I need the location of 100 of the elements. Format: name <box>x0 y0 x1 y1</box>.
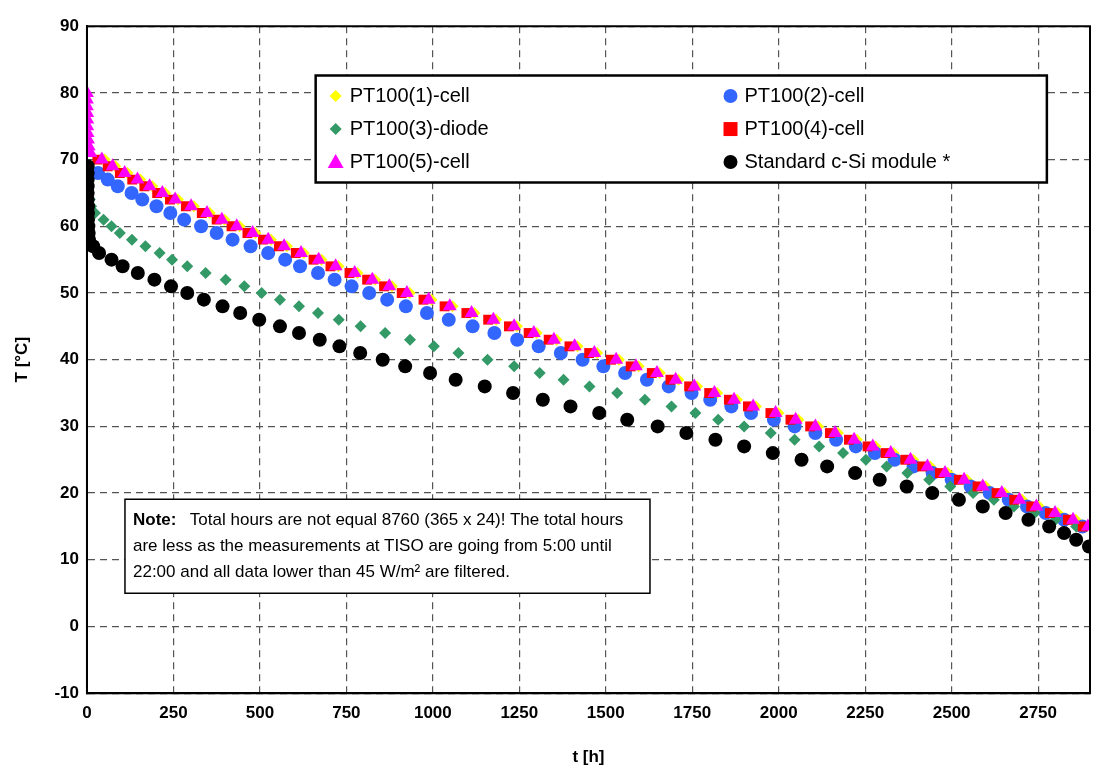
x-tick-label: 2000 <box>759 703 798 723</box>
x-tick-label: 750 <box>332 703 361 723</box>
point <box>291 326 306 341</box>
legend-label: PT100(1)-cell <box>349 83 470 106</box>
y-tick-label: 80 <box>60 82 79 102</box>
point <box>163 205 178 220</box>
x-tick-label: 1750 <box>673 703 712 723</box>
point <box>104 252 119 267</box>
point <box>592 406 607 421</box>
point <box>427 340 440 353</box>
point <box>130 265 145 280</box>
point <box>139 240 152 253</box>
point <box>620 412 635 427</box>
x-tick-label: 2500 <box>932 703 971 723</box>
point <box>1057 526 1072 541</box>
x-tick-label: 1500 <box>586 703 625 723</box>
point <box>110 179 125 194</box>
point <box>925 486 940 501</box>
point <box>379 327 392 340</box>
point <box>215 299 230 314</box>
point <box>951 492 966 507</box>
point <box>362 286 377 300</box>
y-tick-label: 90 <box>60 15 79 35</box>
point <box>209 225 224 240</box>
point <box>611 387 624 400</box>
x-tick-label: 0 <box>82 703 92 723</box>
point <box>115 259 130 274</box>
point <box>327 272 342 287</box>
point <box>97 213 110 226</box>
point <box>510 332 525 347</box>
point <box>113 226 126 239</box>
point <box>765 446 780 461</box>
point <box>199 266 212 279</box>
point <box>124 185 139 200</box>
x-axis-title: t [h] <box>572 747 605 767</box>
point <box>531 339 546 354</box>
point <box>344 279 359 294</box>
point <box>105 220 118 233</box>
point <box>477 379 492 394</box>
point <box>533 367 546 380</box>
point <box>332 313 345 326</box>
point <box>219 273 232 286</box>
point <box>419 306 434 321</box>
point <box>353 346 368 361</box>
point <box>638 393 651 406</box>
point <box>506 386 521 401</box>
x-tick-label: 2750 <box>1019 703 1058 723</box>
point <box>535 392 550 407</box>
point <box>859 453 872 466</box>
point <box>553 346 568 361</box>
point <box>557 373 570 386</box>
point <box>149 199 164 214</box>
legend-label: Standard c-Si module * <box>744 149 951 172</box>
point <box>679 426 694 441</box>
point <box>311 265 326 280</box>
point <box>423 366 438 381</box>
point <box>837 447 850 460</box>
point <box>278 252 293 267</box>
point <box>135 192 150 207</box>
point <box>194 219 209 234</box>
point <box>293 259 308 274</box>
y-tick-label: 0 <box>69 616 79 636</box>
point <box>404 333 417 346</box>
point <box>452 347 465 360</box>
y-tick-label: 40 <box>60 349 79 369</box>
point <box>708 432 723 447</box>
point <box>180 286 195 300</box>
point <box>448 372 463 387</box>
point <box>738 420 751 433</box>
legend-label: PT100(5)-cell <box>349 149 470 172</box>
point <box>147 272 162 287</box>
point <box>1069 532 1084 547</box>
annotation: Note: Total hours are not equal 8760 (365 x 24)! The total hours are less as the measurements at TISO are going from 5:00 until 22:00 and all data lower than 45 W/m² are filtered. <box>132 509 624 581</box>
point <box>272 319 287 334</box>
y-tick-label: -10 <box>54 682 79 702</box>
point <box>196 292 211 307</box>
point <box>177 212 192 227</box>
point <box>712 413 725 426</box>
point <box>665 400 678 413</box>
point <box>975 499 990 514</box>
point <box>166 253 179 266</box>
x-tick-label: 500 <box>245 703 275 723</box>
point <box>737 439 752 454</box>
point <box>100 172 115 187</box>
point <box>923 473 936 486</box>
legend-label: PT100(3)-diode <box>349 116 489 139</box>
x-tick-label: 1250 <box>500 703 539 723</box>
point <box>243 239 258 254</box>
point <box>375 352 390 367</box>
point <box>813 440 826 453</box>
y-tick-label: 10 <box>60 549 79 569</box>
point <box>181 260 194 273</box>
point <box>255 287 268 299</box>
point <box>901 467 914 480</box>
point <box>998 506 1013 521</box>
point <box>848 466 863 481</box>
x-tick-label: 2250 <box>846 703 885 723</box>
y-tick-label: 60 <box>60 215 79 235</box>
point <box>312 307 325 320</box>
point <box>164 279 179 294</box>
